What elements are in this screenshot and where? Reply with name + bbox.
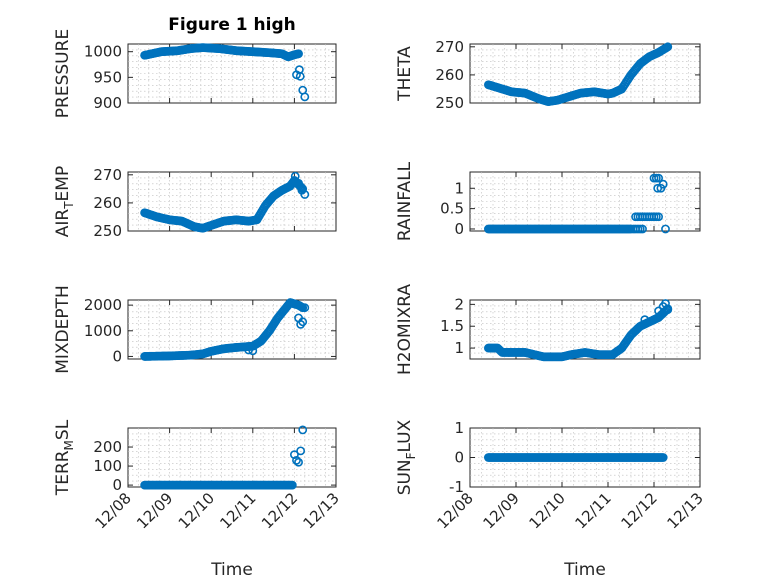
subplot-4: 0 0.5 1 RAINFALL xyxy=(395,161,701,241)
data-point xyxy=(298,425,308,435)
x-axis-label: Time xyxy=(210,560,253,580)
y-tick-label: 0 xyxy=(454,449,464,467)
subplot-6: 1 1.5 2 H2OMIXRA xyxy=(395,284,701,375)
data-point xyxy=(290,171,300,181)
data-point xyxy=(289,450,299,460)
y-tick-label: 100 xyxy=(93,457,122,475)
y-tick-label: 250 xyxy=(435,94,464,112)
y-axis-label: TERRMSL xyxy=(53,419,76,496)
y-tick-label: 1 xyxy=(454,179,464,197)
y-axis-label-part: F xyxy=(404,452,418,459)
data-point xyxy=(248,346,258,356)
data-point xyxy=(300,303,310,313)
y-tick-label: 1000 xyxy=(84,322,122,340)
y-tick-label: 0.5 xyxy=(440,200,464,218)
data-point xyxy=(298,317,308,327)
x-tick-label: 12/13 xyxy=(664,489,707,532)
y-axis-label-part: LUX xyxy=(395,419,415,452)
y-axis-label-part: TERR xyxy=(53,450,73,496)
subplot-1: 900 950 1000 PRESSURE Figure 1 high xyxy=(53,15,337,118)
y-tick-label: 2000 xyxy=(84,296,122,314)
y-tick-label: 270 xyxy=(93,166,122,184)
data-point xyxy=(294,49,303,59)
y-axis-label-part: T xyxy=(62,201,76,210)
y-tick-label: 1000 xyxy=(84,43,122,61)
data-point xyxy=(294,457,303,467)
chart-title: Figure 1 high xyxy=(168,15,296,35)
data-point xyxy=(292,455,301,465)
data-point xyxy=(295,71,305,81)
y-axis-label-part: AIR xyxy=(53,209,73,238)
data-point xyxy=(300,190,310,199)
y-tick-label: 1.5 xyxy=(440,317,464,335)
data-point xyxy=(654,173,663,183)
x-tick-label: 12/10 xyxy=(175,489,218,532)
subplot-5: 0 1000 2000 MIXDEPTH xyxy=(53,285,337,374)
y-axis-label: AIRTEMP xyxy=(53,166,76,237)
x-axis-label: Time xyxy=(563,560,606,580)
subplot-2: 250 260 270 THETA xyxy=(395,38,701,112)
x-tick-label: 12/11 xyxy=(216,489,259,532)
data-point xyxy=(658,453,668,462)
data-point xyxy=(296,446,306,456)
x-tick-label: 12/12 xyxy=(618,489,661,532)
y-tick-label: 900 xyxy=(93,94,122,112)
y-axis-label: PRESSURE xyxy=(53,29,73,118)
data-point xyxy=(653,183,663,193)
x-tick-label: 12/08 xyxy=(92,489,135,532)
y-axis-label: THETA xyxy=(395,46,415,102)
y-axis-label-part: SL xyxy=(53,419,73,440)
y-tick-label: 260 xyxy=(435,66,464,84)
y-tick-label: 1 xyxy=(454,339,464,357)
x-tick-label: 12/12 xyxy=(258,489,301,532)
data-point xyxy=(654,306,663,316)
y-axis-label: MIXDEPTH xyxy=(53,285,73,374)
y-axis-label: H2OMIXRA xyxy=(395,284,415,375)
y-axis-label: SUNFLUX xyxy=(395,419,418,495)
data-point xyxy=(294,178,303,188)
y-tick-label: 0 xyxy=(454,220,464,238)
y-axis-label-part: SUN xyxy=(395,459,415,495)
x-tick-label: 12/10 xyxy=(526,489,569,532)
y-tick-label: 0 xyxy=(112,476,122,494)
data-point xyxy=(658,179,668,189)
data-point xyxy=(300,92,310,102)
x-tick-label: 12/13 xyxy=(300,489,343,532)
data-point xyxy=(640,315,650,325)
x-tick-label: 12/09 xyxy=(133,489,176,532)
data-point xyxy=(663,42,673,52)
y-tick-label: 200 xyxy=(93,438,122,456)
y-tick-label: -1 xyxy=(449,478,464,496)
y-tick-label: 1 xyxy=(454,419,464,437)
data-point xyxy=(661,224,670,234)
y-tick-label: 2 xyxy=(454,295,464,313)
data-point xyxy=(663,305,673,315)
y-tick-label: 260 xyxy=(93,194,122,212)
y-tick-label: 250 xyxy=(93,222,122,240)
data-point xyxy=(649,315,659,325)
data-point xyxy=(289,299,299,309)
y-axis-label-part: M xyxy=(62,440,76,450)
y-axis-label-part: EMP xyxy=(53,166,73,202)
y-tick-label: 950 xyxy=(93,68,122,86)
data-point xyxy=(287,480,297,490)
y-tick-label: 270 xyxy=(435,38,464,56)
x-tick-label: 12/09 xyxy=(480,489,523,532)
y-tick-label: 0 xyxy=(112,347,122,365)
y-axis-label: RAINFALL xyxy=(395,161,415,241)
data-point xyxy=(654,212,663,222)
x-tick-label: 12/11 xyxy=(572,489,615,532)
subplot-3: 250 260 270 AIRTEMP xyxy=(53,166,337,240)
data-point xyxy=(244,345,254,355)
data-point xyxy=(638,224,647,234)
